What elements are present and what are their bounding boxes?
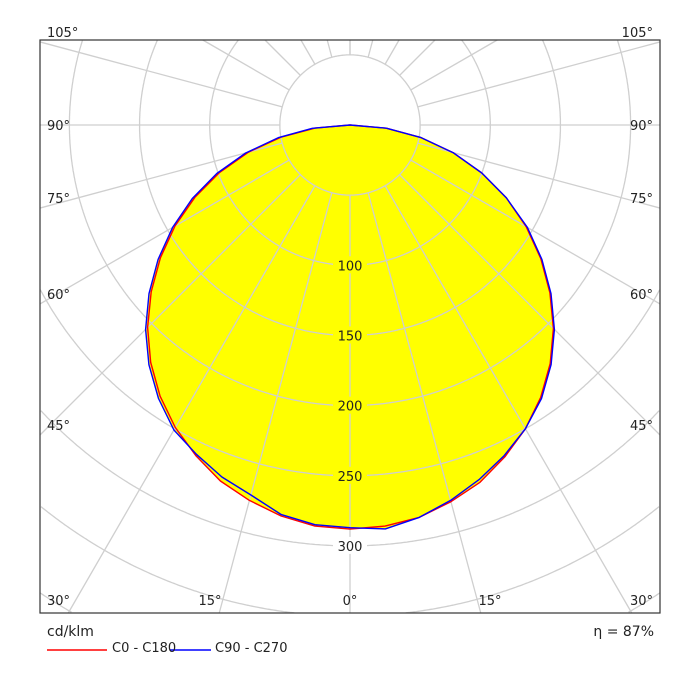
angle-label-left: 75° bbox=[47, 192, 70, 207]
grid-spoke bbox=[326, 39, 333, 58]
angle-label-bottom: 15° bbox=[478, 594, 501, 609]
grid-spoke bbox=[39, 41, 283, 108]
grid-spoke bbox=[202, 39, 290, 91]
radial-tick-label: 100 bbox=[338, 259, 363, 274]
grid-ring-100 bbox=[209, 39, 491, 266]
grid-spoke bbox=[67, 185, 316, 614]
angle-label-left: 90° bbox=[47, 119, 70, 134]
tick-label-bg bbox=[333, 326, 367, 344]
unit-label: cd/klm bbox=[47, 624, 94, 640]
angle-label-left: 60° bbox=[47, 288, 70, 303]
angle-label-bottom: 0° bbox=[343, 594, 358, 609]
grid-spoke bbox=[39, 159, 290, 305]
grid-ring-250 bbox=[39, 289, 661, 477]
tick-label-bg bbox=[333, 396, 367, 414]
grid-ring-400 bbox=[39, 592, 661, 613]
grid-spoke bbox=[367, 192, 482, 614]
angle-label-right: 105° bbox=[622, 26, 653, 41]
angle-label-left: 30° bbox=[47, 594, 70, 609]
grid-spoke bbox=[367, 39, 374, 58]
grid-ring-200 bbox=[68, 40, 632, 407]
angle-label-right: 45° bbox=[630, 419, 653, 434]
tick-label-bg bbox=[333, 256, 367, 274]
tick-label-bg bbox=[333, 466, 367, 484]
radial-tick-label: 150 bbox=[338, 329, 363, 344]
grid-spoke bbox=[410, 39, 498, 91]
angle-label-right: 30° bbox=[630, 594, 653, 609]
legend-label-c90-c270: C90 - C270 bbox=[215, 641, 288, 656]
grid-spoke bbox=[410, 159, 661, 305]
angle-label-left: 105° bbox=[47, 26, 78, 41]
grid-spoke bbox=[39, 142, 283, 209]
grid-spoke bbox=[384, 39, 400, 65]
grid-spoke bbox=[39, 174, 301, 436]
angle-label-right: 90° bbox=[630, 119, 653, 134]
radial-tick-label: 300 bbox=[338, 540, 363, 555]
grid-ring-350 bbox=[40, 506, 660, 614]
grid-spoke bbox=[264, 39, 301, 76]
angle-label-left: 45° bbox=[47, 419, 70, 434]
radial-tick-label: 250 bbox=[338, 470, 363, 485]
grid-ring-300 bbox=[40, 410, 660, 547]
efficiency-label: η = 87% bbox=[593, 624, 654, 640]
grid-ring-150 bbox=[138, 39, 562, 337]
plot-frame bbox=[39, 39, 661, 614]
legend-label-c0-c180: C0 - C180 bbox=[112, 641, 177, 656]
tick-label-bg bbox=[333, 536, 367, 554]
grid-spoke bbox=[399, 174, 661, 436]
grid-spoke bbox=[384, 185, 633, 614]
radial-tick-label: 200 bbox=[338, 400, 363, 415]
angle-label-bottom: 15° bbox=[198, 594, 221, 609]
grid-spoke bbox=[399, 39, 436, 76]
grid-spoke bbox=[218, 192, 333, 614]
angle-label-right: 75° bbox=[630, 192, 653, 207]
angle-label-right: 60° bbox=[630, 288, 653, 303]
series-line-1 bbox=[144, 124, 556, 530]
grid-spoke bbox=[300, 39, 316, 65]
grid-spoke bbox=[417, 41, 661, 108]
grid-spoke bbox=[417, 142, 661, 209]
